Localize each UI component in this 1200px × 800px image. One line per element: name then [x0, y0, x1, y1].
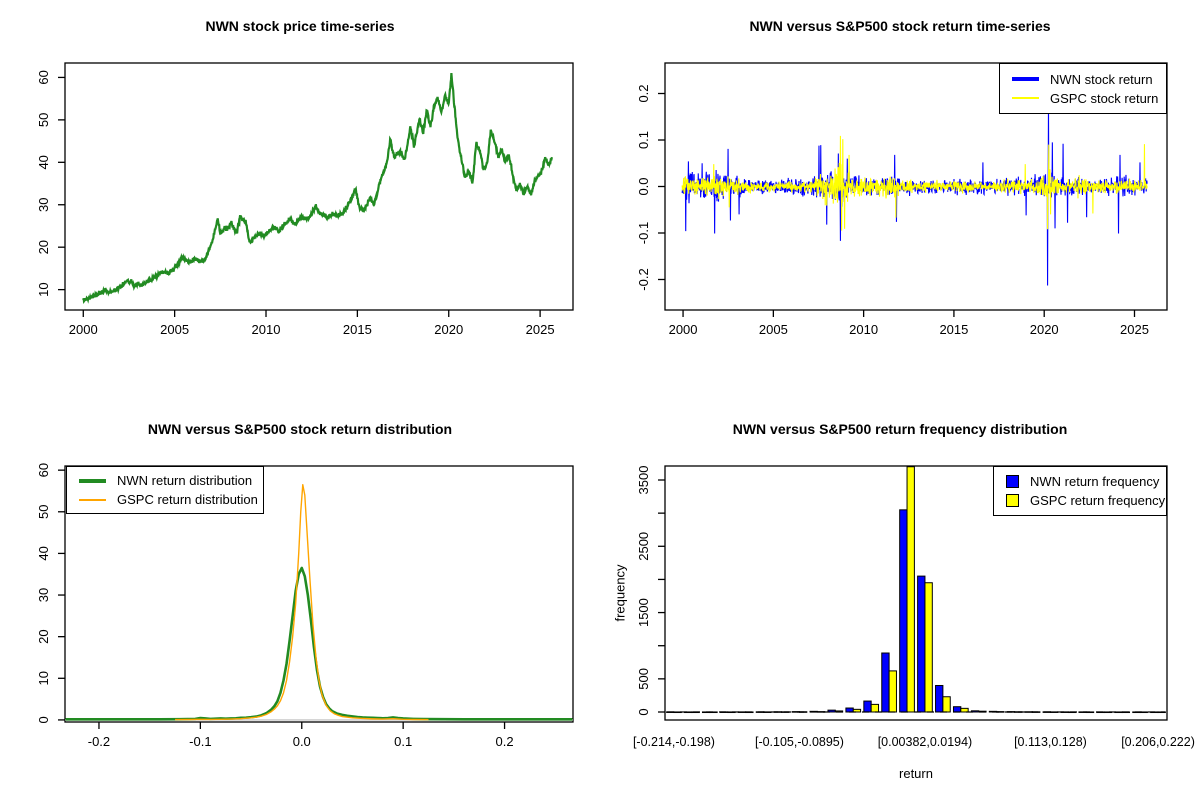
price-x-tick-label: 2015: [343, 322, 372, 337]
returns-x-tick-label: 2000: [669, 322, 698, 337]
frequency-plot-box: [664, 465, 1168, 721]
nwn-frequency-bar: [899, 509, 908, 713]
price-y-tick-label: 50: [36, 113, 51, 127]
y-axis-label-frequency: frequency: [612, 564, 628, 622]
panel-title-returns: NWN versus S&P500 stock return time-seri…: [749, 18, 1051, 34]
gspc-return-line-swatch: [1012, 97, 1039, 99]
panel-title-density: NWN versus S&P500 stock return distribut…: [147, 421, 453, 437]
legend-entry: NWN stock return: [1012, 72, 1160, 87]
legend-label: NWN return distribution: [117, 473, 253, 488]
legend-entry: NWN return frequency: [1006, 474, 1160, 489]
density-y-tick-label: 0: [36, 716, 51, 723]
price-x-tick-label: 2000: [69, 322, 98, 337]
nwn-return-line-swatch: [1012, 77, 1039, 81]
density-plot-box: [64, 465, 574, 723]
price-x-tick-label: 2010: [252, 322, 281, 337]
density-y-tick-label: 30: [36, 588, 51, 602]
nwn-frequency-bar: [917, 575, 926, 713]
returns-y-tick-label: 0.0: [636, 177, 651, 195]
frequency-y-tick-label: 3500: [636, 466, 651, 495]
returns-x-tick-label: 2010: [849, 322, 878, 337]
legend-density: NWN return distribution GSPC return dist…: [66, 466, 264, 514]
gspc-frequency-bar: [852, 708, 862, 713]
returns-y-tick-label: 0.2: [636, 84, 651, 102]
price-x-tick-label: 2005: [160, 322, 189, 337]
price-x-tick-label: 2020: [434, 322, 463, 337]
nwn-density-curve: [65, 566, 573, 721]
price-x-tick-label: 2025: [526, 322, 555, 337]
density-x-tick-label: 0.1: [394, 734, 412, 749]
density-y-tick-label: 40: [36, 546, 51, 560]
frequency-y-tick-label: 0: [636, 708, 651, 715]
gspc-frequency-bar: [1049, 711, 1059, 713]
returns-x-tick-label: 2025: [1120, 322, 1149, 337]
price-y-tick-label: 60: [36, 70, 51, 84]
legend-returns: NWN stock return GSPC stock return: [999, 63, 1167, 114]
nwn-frequency-bar: [952, 706, 962, 713]
density-y-tick-label: 60: [36, 463, 51, 477]
returns-x-tick-label: 2015: [939, 322, 968, 337]
gspc-frequency-bar: [870, 703, 880, 713]
legend-label: GSPC return distribution: [117, 492, 258, 507]
returns-y-tick-label: -0.1: [636, 222, 651, 244]
density-y-tick-label: 50: [36, 505, 51, 519]
density-x-tick-label: 0.2: [496, 734, 514, 749]
price-y-tick-label: 40: [36, 155, 51, 169]
frequency-bin-label: [-0.105,-0.0895): [755, 735, 844, 749]
legend-entry: NWN return distribution: [79, 473, 257, 488]
legend-label: GSPC return frequency: [1030, 493, 1166, 508]
returns-x-tick-label: 2020: [1030, 322, 1059, 337]
frequency-bin-label: [0.00382,0.0194): [878, 735, 973, 749]
gspc-frequency-bar: [888, 670, 897, 713]
frequency-bin-label: [0.113,0.128): [1014, 735, 1087, 749]
price-y-tick-label: 30: [36, 198, 51, 212]
nwn-frequency-bar: [935, 684, 944, 713]
density-y-tick-label: 10: [36, 671, 51, 685]
legend-label: NWN return frequency: [1030, 474, 1160, 489]
density-y-tick-label: 20: [36, 629, 51, 643]
legend-frequency: NWN return frequency GSPC return frequen…: [993, 466, 1167, 516]
legend-label: NWN stock return: [1050, 71, 1153, 87]
gspc-frequency-bar: [906, 466, 915, 713]
density-x-tick-label: 0.0: [293, 734, 311, 749]
panel-title-price: NWN stock price time-series: [205, 18, 395, 34]
gspc-density-curve: [175, 484, 429, 721]
gspc-density-line-swatch: [79, 498, 106, 501]
legend-entry: GSPC stock return: [1012, 91, 1160, 106]
returns-y-tick-label: -0.2: [636, 268, 651, 290]
price-plot-box: [64, 62, 574, 311]
density-x-tick-label: -0.2: [88, 734, 110, 749]
legend-entry: GSPC return distribution: [79, 492, 258, 507]
gspc-frequency-bar: [942, 696, 951, 713]
returns-y-tick-label: 0.1: [636, 131, 651, 149]
x-axis-label-return: return: [899, 766, 933, 781]
frequency-y-tick-label: 2500: [636, 532, 651, 561]
gspc-return-series: [681, 135, 1148, 231]
nwn-price-series: [82, 72, 554, 304]
gspc-frequency-bar: [924, 582, 933, 713]
nwn-density-line-swatch: [79, 478, 106, 483]
legend-entry: GSPC return frequency: [1006, 493, 1165, 508]
frequency-bin-label: [0.206,0.222): [1121, 735, 1195, 749]
legend-label: GSPC stock return: [1050, 90, 1159, 106]
frequency-bin-label: [-0.214,-0.198): [633, 735, 715, 749]
nwn-frequency-square-swatch: [1006, 475, 1019, 488]
nwn-frequency-bar: [881, 652, 890, 713]
panel-title-frequency: NWN versus S&P500 return frequency distr…: [732, 421, 1068, 437]
price-y-tick-label: 10: [36, 282, 51, 296]
gspc-frequency-square-swatch: [1006, 494, 1019, 507]
nwn-frequency-bar: [863, 700, 872, 713]
returns-x-tick-label: 2005: [759, 322, 788, 337]
frequency-y-tick-label: 500: [636, 668, 651, 690]
density-x-tick-label: -0.1: [189, 734, 211, 749]
price-y-tick-label: 20: [36, 240, 51, 254]
nwn-frequency-bar: [737, 711, 747, 713]
gspc-frequency-bar: [960, 707, 969, 713]
frequency-y-tick-label: 1500: [636, 598, 651, 627]
